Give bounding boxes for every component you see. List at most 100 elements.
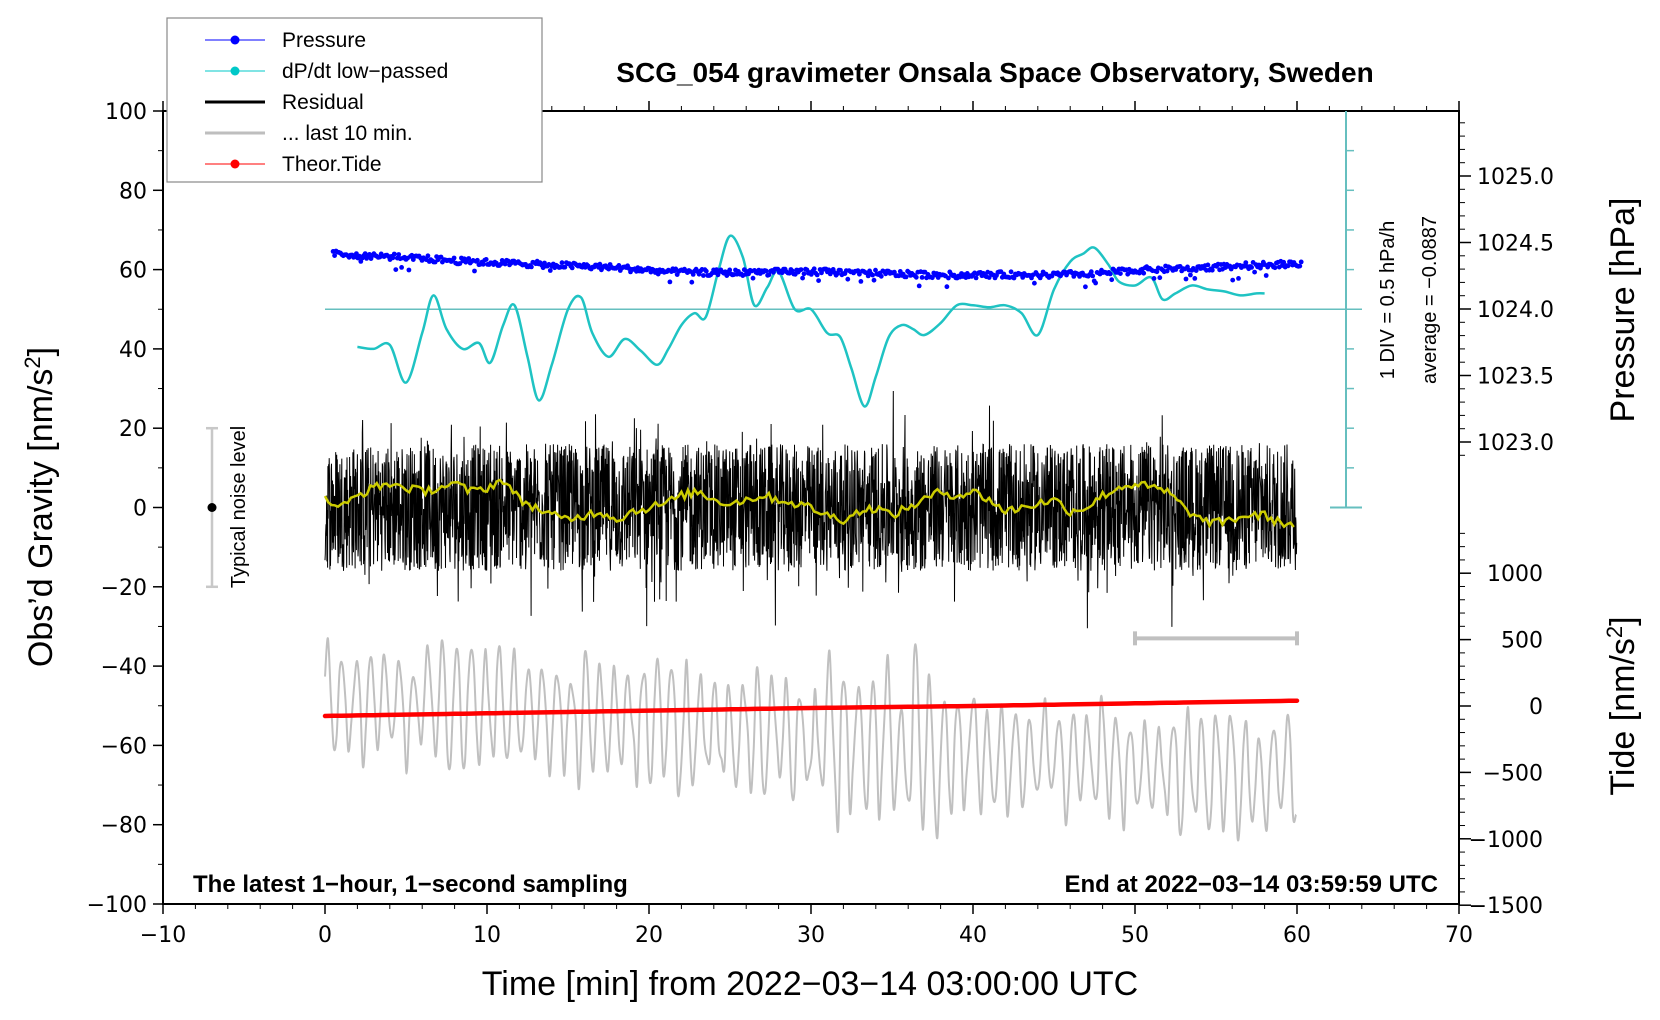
pressure-point: [562, 264, 568, 270]
pressure-point: [1093, 280, 1098, 286]
tide-tick-label: −500: [1483, 761, 1543, 786]
pressure-tick-label: 1024.0: [1477, 298, 1554, 323]
y-tick-label: −20: [101, 576, 147, 601]
pressure-point: [332, 253, 337, 258]
pressure-point: [766, 272, 772, 278]
pressure-point: [1154, 269, 1160, 275]
y-axis-title-left: Obs’d Gravity [nm/s2]: [20, 347, 61, 667]
pressure-point: [1236, 276, 1241, 281]
noise-level-label: Typical noise level: [228, 426, 250, 588]
dpdt-series: [357, 234, 1265, 408]
pressure-point: [1008, 269, 1014, 275]
pressure-point: [451, 255, 457, 261]
pressure-point: [701, 273, 706, 278]
y-tick-label: −40: [101, 655, 147, 680]
pressure-point: [870, 272, 875, 278]
pressure-point: [845, 276, 851, 282]
pressure-point: [1205, 262, 1211, 268]
pressure-point: [1164, 268, 1170, 274]
axes-layer: −10 0 10 20 30 40 50 60 70100806040200−20−40−60−…: [87, 100, 1554, 948]
pressure-point: [1298, 259, 1304, 265]
pressure-point: [472, 268, 477, 274]
pressure-point: [1118, 271, 1123, 276]
legend-label-1: dP/dt low−passed: [282, 60, 448, 83]
x-tick-label: 10: [473, 923, 501, 948]
pressure-point: [903, 274, 909, 280]
pressure-point: [811, 266, 817, 272]
pressure-tick-label: 1025.0: [1477, 165, 1554, 190]
pressure-point: [944, 284, 950, 290]
pressure-point: [559, 260, 565, 266]
pressure-point: [689, 279, 695, 285]
pressure-point: [391, 251, 397, 257]
pressure-point: [946, 275, 951, 281]
pressure-point: [1263, 273, 1269, 278]
pressure-point: [667, 279, 673, 285]
y-axis-title-tide: Tide [nm/s2]: [1602, 616, 1643, 795]
pressure-point: [425, 253, 431, 259]
legend-box: [166, 17, 543, 183]
pressure-point: [727, 267, 733, 273]
pressure-point: [763, 268, 769, 274]
y-tick-label: 0: [133, 497, 147, 522]
pressure-point: [1090, 273, 1096, 279]
pressure-point: [871, 277, 877, 283]
noise-bar-center: [207, 503, 217, 512]
pressure-point: [529, 264, 534, 270]
y-axis-title-pressure: Pressure [hPa]: [1604, 198, 1642, 423]
x-tick-label: 0: [318, 923, 332, 948]
pressure-point: [1285, 263, 1291, 269]
pressure-point: [858, 279, 864, 284]
pressure-point: [1188, 272, 1193, 278]
bottom-right-note: End at 2022−03−14 03:59:59 UTC: [1064, 871, 1438, 898]
pressure-point: [475, 257, 480, 263]
pressure-point: [547, 268, 553, 273]
pressure-point: [1157, 275, 1163, 281]
x-tick-label: −10: [140, 923, 186, 948]
pressure-point: [916, 283, 922, 289]
last10-series: [324, 637, 1297, 842]
legend-marker-0: [230, 35, 240, 45]
y-tick-label: −80: [101, 814, 147, 839]
legend-marker-4: [230, 159, 240, 169]
pressure-point: [399, 265, 404, 270]
pressure-point: [814, 272, 820, 278]
pressure-point: [1192, 276, 1198, 281]
pressure-point: [1032, 280, 1037, 286]
pressure-point: [838, 267, 843, 273]
y-axis-title-left-text: Obs’d Gravity [nm/s: [22, 369, 60, 668]
pressure-tick-label: 1024.5: [1477, 232, 1554, 257]
y-tick-label: −100: [87, 893, 147, 918]
pressure-point: [1243, 260, 1249, 265]
legend-marker-1: [230, 66, 240, 76]
pressure-point: [502, 261, 508, 267]
bottom-left-note: The latest 1−hour, 1−second sampling: [193, 871, 628, 898]
pressure-point: [1193, 268, 1199, 273]
pressure-point: [798, 267, 804, 272]
chart-title: SCG_054 gravimeter Onsala Space Observat…: [616, 57, 1373, 88]
pressure-point: [390, 255, 396, 261]
pressure-point: [480, 261, 486, 267]
pressure-point: [973, 275, 979, 281]
pressure-point: [569, 265, 575, 271]
tide-series: [322, 698, 1300, 719]
residual-smooth-series: [323, 478, 1295, 529]
pressure-point: [878, 273, 884, 279]
legend-label-0: Pressure: [282, 29, 366, 52]
y-tick-label: −60: [101, 734, 147, 759]
pressure-point: [1107, 271, 1113, 277]
pressure-point: [1252, 269, 1257, 275]
y-tick-label: 40: [119, 338, 147, 363]
pressure-point: [1297, 263, 1303, 269]
y-tick-label: 80: [119, 179, 147, 204]
pressure-point: [873, 267, 878, 273]
tide-tick-label: 500: [1501, 629, 1543, 654]
y-tick-label: 20: [119, 417, 147, 442]
tide-tick-label: 1000: [1487, 562, 1543, 587]
pressure-point: [1151, 276, 1157, 281]
x-axis-title: Time [min] from 2022−03−14 03:00:00 UTC: [482, 965, 1138, 1003]
x-tick-label: 60: [1283, 923, 1311, 948]
pressure-point: [1272, 265, 1278, 271]
tide-tick-label: 0: [1529, 695, 1543, 720]
